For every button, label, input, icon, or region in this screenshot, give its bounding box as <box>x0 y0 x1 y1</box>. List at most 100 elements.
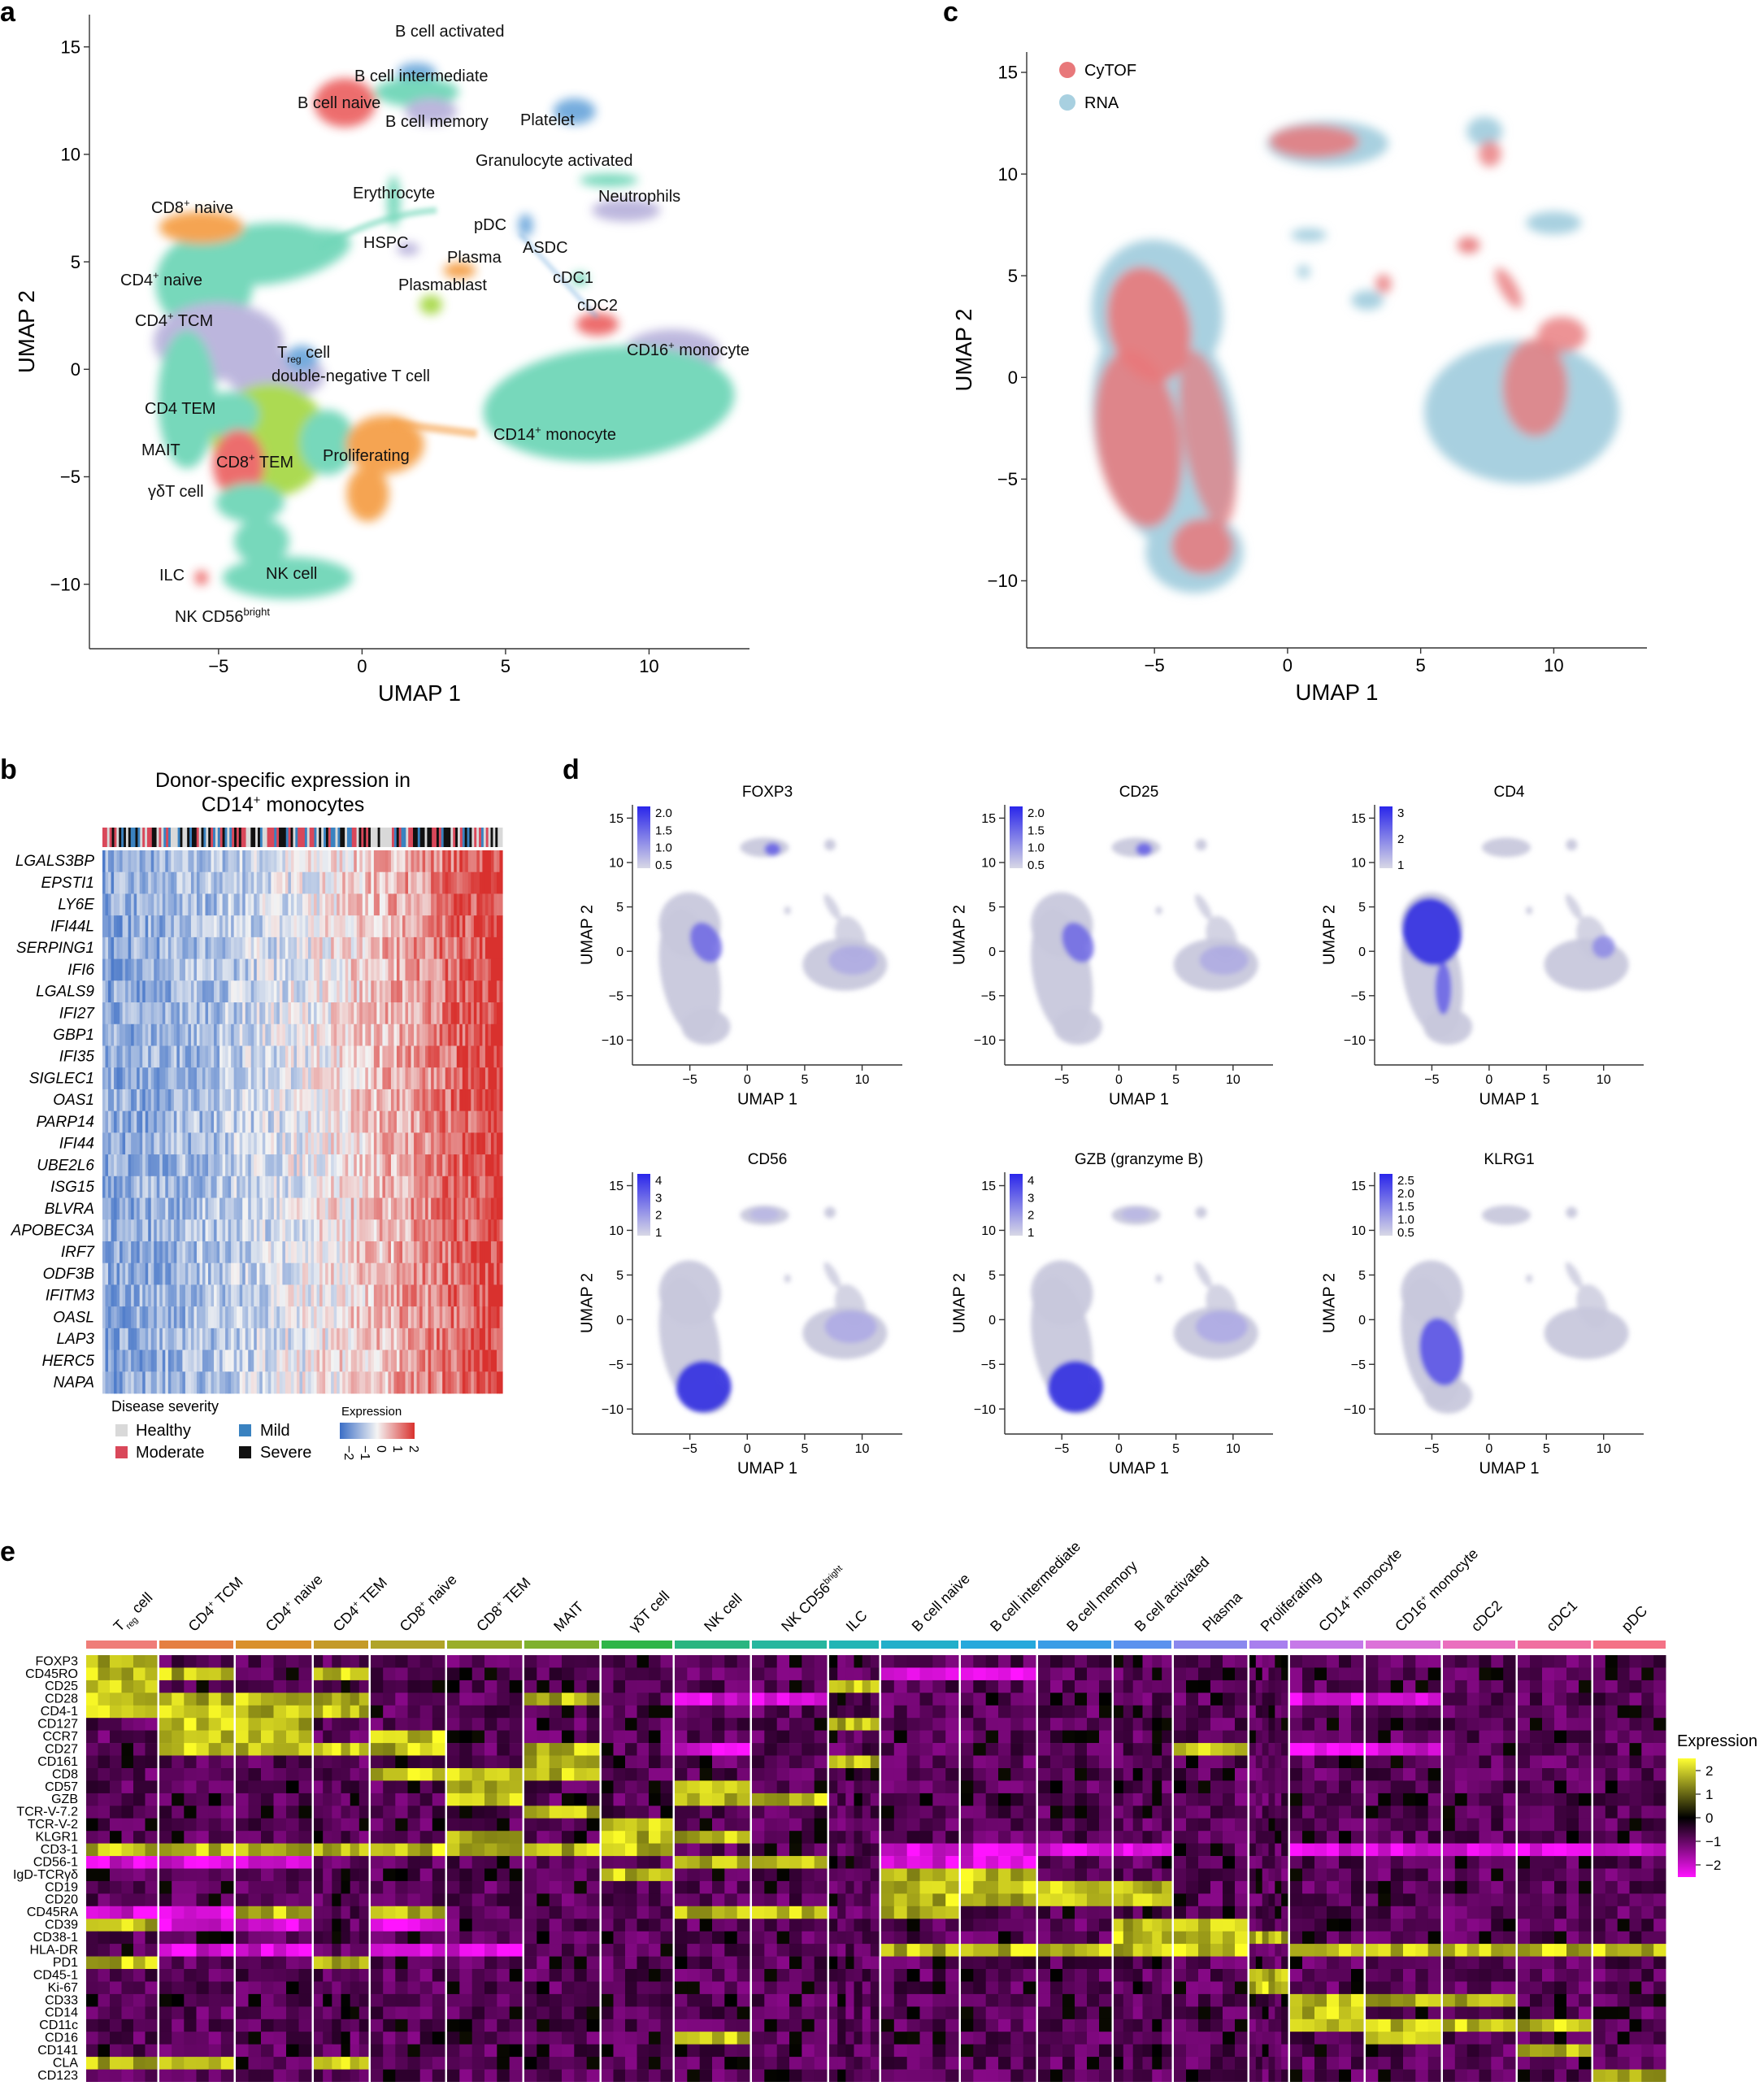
heatmap-cell <box>317 1024 320 1046</box>
heatmap-e-cell <box>1269 1693 1275 1706</box>
heatmap-cell <box>485 915 489 937</box>
heatmap-cell <box>363 1176 366 1198</box>
heatmap-cell <box>317 1198 320 1220</box>
heatmap-e-cell <box>687 1655 700 1668</box>
heatmap-e-cell <box>447 1718 460 1731</box>
heatmap-cell <box>231 959 234 981</box>
heatmap-cell <box>437 1067 440 1089</box>
heatmap-cell <box>140 872 143 894</box>
heatmap-cell <box>325 1263 328 1285</box>
heatmap-cell <box>451 893 454 915</box>
heatmap-cell <box>217 1241 220 1263</box>
heatmap-cell <box>165 1154 168 1176</box>
heatmap-cell <box>248 850 251 872</box>
expression-region <box>1048 1361 1103 1413</box>
heatmap-cell <box>342 850 345 872</box>
heatmap-cell <box>274 1241 277 1263</box>
cluster-gdt <box>216 483 285 522</box>
heatmap-e-cell <box>871 1718 880 1731</box>
heatmap-cell <box>240 959 243 981</box>
heatmap-e-cell <box>871 1693 880 1706</box>
heatmap-cell <box>480 872 483 894</box>
heatmap-cell <box>114 1045 117 1067</box>
heatmap-cell <box>482 1284 485 1306</box>
heatmap-cell <box>208 915 211 937</box>
heatmap-cell <box>463 915 466 937</box>
panel-d-5-y-tick-label: −5 <box>1351 1358 1366 1372</box>
heatmap-cell <box>399 1002 402 1024</box>
heatmap-cell <box>171 1241 174 1263</box>
heatmap-cell <box>297 937 300 959</box>
heatmap-cell <box>299 872 302 894</box>
heatmap-cell <box>311 937 315 959</box>
heatmap-cell <box>354 872 357 894</box>
heatmap-cell <box>317 1154 320 1176</box>
heatmap-cell <box>199 1176 202 1198</box>
heatmap-cell <box>191 1045 194 1067</box>
severity-annotation-cell <box>136 828 138 847</box>
heatmap-cell <box>191 1154 194 1176</box>
heatmap-cell <box>134 959 137 981</box>
heatmap-cell <box>414 1154 417 1176</box>
expression-region <box>1423 1009 1472 1045</box>
severity-annotation-cell <box>336 828 338 847</box>
heatmap-cell <box>448 1045 451 1067</box>
heatmap-e-cell <box>1455 1680 1467 1693</box>
heatmap-cell <box>319 1067 323 1089</box>
heatmap-cell <box>251 1002 254 1024</box>
heatmap-cell <box>137 1198 140 1220</box>
heatmap-cell <box>245 959 249 981</box>
heatmap-e-cell <box>587 1693 600 1706</box>
heatmap-cell <box>480 1198 483 1220</box>
heatmap-cell <box>208 1067 211 1089</box>
heatmap-e-cell <box>86 1706 98 1719</box>
heatmap-cell <box>242 1241 245 1263</box>
heatmap-cell <box>165 893 168 915</box>
heatmap-cell <box>111 1067 115 1089</box>
heatmap-cell <box>308 872 311 894</box>
heatmap-cell <box>314 980 317 1002</box>
heatmap-cell <box>448 1328 451 1350</box>
heatmap-cell <box>206 1306 209 1328</box>
heatmap-cell <box>248 959 251 981</box>
region-cytof-mono <box>1502 339 1567 437</box>
heatmap-cell <box>185 893 189 915</box>
heatmap-e-cell <box>1143 1693 1153 1706</box>
heatmap-cell <box>219 1198 223 1220</box>
heatmap-cell <box>206 1176 209 1198</box>
label-cd8-naive: CD8+ naive <box>151 197 233 217</box>
heatmap-cell <box>382 1328 385 1350</box>
heatmap-cell <box>340 1241 343 1263</box>
heatmap-cell <box>348 1045 351 1067</box>
heatmap-cell <box>328 1350 332 1372</box>
heatmap-cell <box>428 1241 432 1263</box>
feature-plot-title: CD56 <box>748 1151 788 1168</box>
heatmap-cell <box>254 1350 257 1372</box>
gene-label: LY6E <box>58 897 94 914</box>
heatmap-cell <box>434 850 437 872</box>
heatmap-cell <box>448 1241 451 1263</box>
heatmap-cell <box>376 1002 380 1024</box>
heatmap-cell <box>182 1198 185 1220</box>
heatmap-cell <box>188 1328 191 1350</box>
panel-d-5-y-axis-label: UMAP 2 <box>1320 1273 1338 1333</box>
heatmap-cell <box>457 1198 460 1220</box>
heatmap-e-cell <box>110 1693 122 1706</box>
heatmap-cell <box>257 1154 260 1176</box>
heatmap-cell <box>297 1045 300 1067</box>
heatmap-e-cell <box>1162 1693 1171 1706</box>
heatmap-cell <box>142 980 146 1002</box>
heatmap-e-cell <box>432 1693 445 1706</box>
heatmap-cell <box>437 1198 440 1220</box>
heatmap-cell <box>193 1263 197 1285</box>
feature-colorbar-label: 1 <box>655 1226 662 1240</box>
heatmap-cell <box>393 1067 397 1089</box>
heatmap-e-cell <box>1010 1655 1023 1668</box>
heatmap-cell <box>345 1154 349 1176</box>
heatmap-e-cell <box>249 1655 262 1668</box>
severity-annotation-cell <box>424 828 427 847</box>
heatmap-cell <box>454 1132 457 1154</box>
heatmap-cell <box>131 1067 134 1089</box>
heatmap-e-cell <box>1210 1680 1223 1693</box>
